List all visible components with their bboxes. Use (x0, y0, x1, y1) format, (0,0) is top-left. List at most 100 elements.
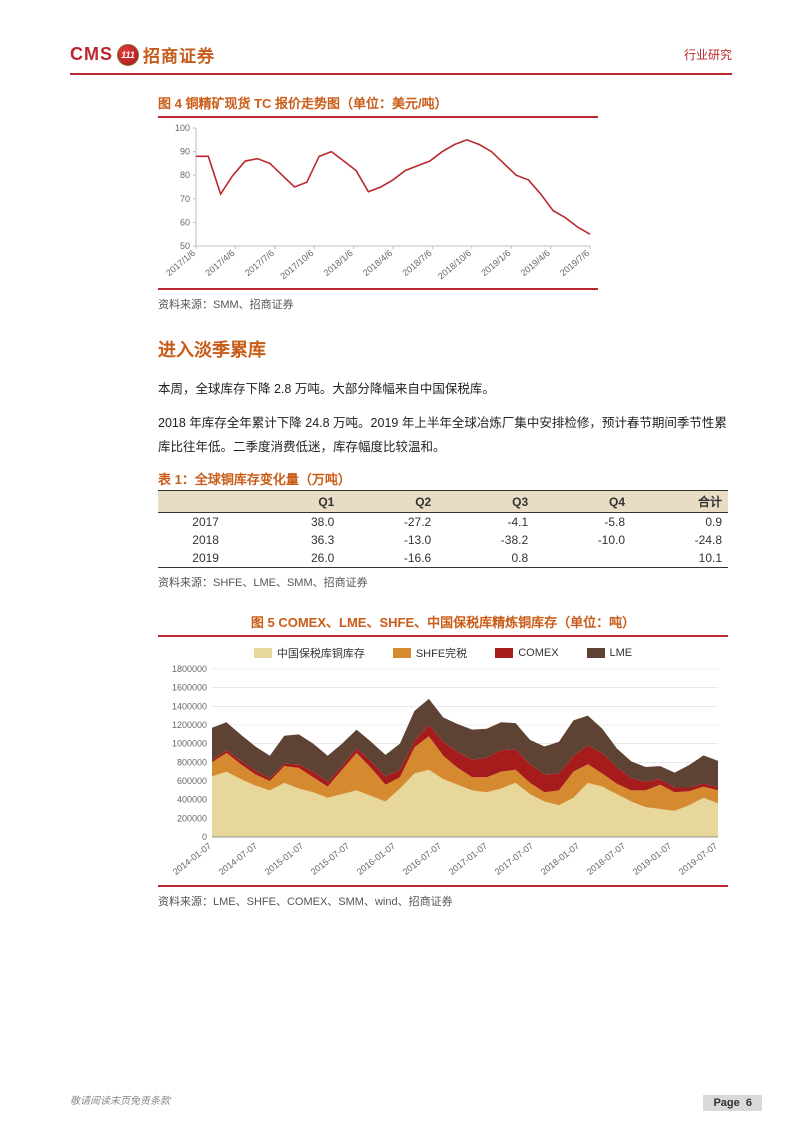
fig4-title-prefix: 图 4 (158, 96, 185, 111)
table-cell: 26.0 (253, 549, 340, 568)
table1-title: 表 1：全球铜库存变化量（万吨） (158, 469, 732, 488)
table-cell: 0.9 (631, 513, 728, 532)
page-label: Page (713, 1097, 739, 1109)
table-cell: -4.1 (437, 513, 534, 532)
svg-text:2017/4/6: 2017/4/6 (203, 248, 236, 278)
svg-text:400000: 400000 (177, 795, 207, 805)
table-header-cell: Q2 (340, 491, 437, 513)
svg-text:800000: 800000 (177, 758, 207, 768)
svg-text:2017-07-07: 2017-07-07 (493, 841, 535, 877)
svg-text:2015-01-07: 2015-01-07 (263, 841, 305, 877)
fig5-bottom-rule (158, 885, 728, 887)
table-cell: -13.0 (340, 531, 437, 549)
header-category: 行业研究 (684, 46, 732, 63)
svg-text:2015-07-07: 2015-07-07 (309, 841, 351, 877)
table-cell (534, 549, 631, 568)
table1-title-prefix: 表 1： (158, 472, 195, 487)
fig4-svg: 50607080901002017/1/62017/4/62017/7/6201… (158, 118, 598, 288)
table-header-cell: Q1 (253, 491, 340, 513)
fig4-source: 资料来源：SMM、招商证券 (158, 296, 732, 312)
legend-item: SHFE完税 (393, 645, 467, 661)
svg-text:100: 100 (175, 123, 190, 133)
fig5-title: 图 5 COMEX、LME、SHFE、中国保税库精炼铜库存（单位：吨） (158, 612, 728, 631)
legend-item: COMEX (495, 645, 558, 661)
fig4-title-text: 铜精矿现货 TC 报价走势图（单位：美元/吨） (185, 96, 447, 111)
svg-text:1600000: 1600000 (172, 683, 207, 693)
legend-label: SHFE完税 (416, 645, 467, 661)
table-cell: 38.0 (253, 513, 340, 532)
svg-text:2019-01-07: 2019-01-07 (631, 841, 673, 877)
table-body: 201738.0-27.2-4.1-5.80.9201836.3-13.0-38… (158, 513, 728, 568)
svg-text:2018-01-07: 2018-01-07 (539, 841, 581, 877)
table-row: 201836.3-13.0-38.2-10.0-24.8 (158, 531, 728, 549)
table-cell: 0.8 (437, 549, 534, 568)
fig4-title: 图 4 铜精矿现货 TC 报价走势图（单位：美元/吨） (158, 93, 732, 112)
logo-text-cn: 招商证券 (143, 42, 215, 67)
fig4-bottom-rule (158, 288, 598, 290)
svg-text:2019-07-07: 2019-07-07 (677, 841, 719, 877)
page-header: CMS 111 招商证券 行业研究 (70, 42, 732, 75)
legend-label: 中国保税库铜库存 (277, 645, 365, 661)
table-cell: -16.6 (340, 549, 437, 568)
svg-text:2014-01-07: 2014-01-07 (171, 841, 213, 877)
svg-text:2017-01-07: 2017-01-07 (447, 841, 489, 877)
svg-text:2017/10/6: 2017/10/6 (278, 248, 315, 281)
svg-text:80: 80 (180, 170, 190, 180)
svg-text:2018/4/6: 2018/4/6 (361, 248, 394, 278)
svg-text:2017/1/6: 2017/1/6 (164, 248, 197, 278)
svg-text:1000000: 1000000 (172, 739, 207, 749)
svg-text:2018/7/6: 2018/7/6 (400, 248, 433, 278)
para-2: 2018 年库存全年累计下降 24.8 万吨。2019 年上半年全球冶炼厂集中安… (158, 412, 728, 460)
svg-text:1200000: 1200000 (172, 720, 207, 730)
svg-text:1800000: 1800000 (172, 665, 207, 674)
table-row: 201738.0-27.2-4.1-5.80.9 (158, 513, 728, 532)
table-cell: 10.1 (631, 549, 728, 568)
fig4-chart: 50607080901002017/1/62017/4/62017/7/6201… (158, 116, 598, 290)
table-row: 201926.0-16.60.8 10.1 (158, 549, 728, 568)
table1-title-text: 全球铜库存变化量（万吨） (195, 472, 351, 487)
fig5-title-text: COMEX、LME、SHFE、中国保税库精炼铜库存（单位：吨） (278, 615, 635, 630)
fig5-svg: 0200000400000600000800000100000012000001… (158, 665, 728, 885)
svg-text:2019/1/6: 2019/1/6 (479, 248, 512, 278)
footer-disclaimer: 敬请阅读末页免责条款 (70, 1092, 170, 1107)
svg-text:200000: 200000 (177, 814, 207, 824)
table-header-cell (158, 491, 253, 513)
svg-text:2016-07-07: 2016-07-07 (401, 841, 443, 877)
legend-swatch-icon (587, 648, 605, 658)
fig5-source: 资料来源：LME、SHFE、COMEX、SMM、wind、招商证券 (158, 893, 732, 909)
table1: Q1Q2Q3Q4合计 201738.0-27.2-4.1-5.80.920183… (158, 490, 728, 568)
table-cell: -5.8 (534, 513, 631, 532)
svg-text:2017/7/6: 2017/7/6 (243, 248, 276, 278)
table-cell: 2017 (158, 513, 253, 532)
svg-text:90: 90 (180, 147, 190, 157)
fig5-legend: 中国保税库铜库存 SHFE完税 COMEX LME (158, 637, 728, 665)
logo-area: CMS 111 招商证券 (70, 42, 215, 67)
svg-text:600000: 600000 (177, 776, 207, 786)
svg-text:2014-07-07: 2014-07-07 (217, 841, 259, 877)
table1-source: 资料来源：SHFE、LME、SMM、招商证券 (158, 574, 732, 590)
svg-text:2019/4/6: 2019/4/6 (519, 248, 552, 278)
table-cell: 2018 (158, 531, 253, 549)
legend-swatch-icon (495, 648, 513, 658)
fig5-title-prefix: 图 5 (251, 615, 278, 630)
table-cell: -10.0 (534, 531, 631, 549)
svg-text:60: 60 (180, 217, 190, 227)
table-cell: -24.8 (631, 531, 728, 549)
table-cell: -38.2 (437, 531, 534, 549)
legend-item: LME (587, 645, 633, 661)
para-1: 本周，全球库存下降 2.8 万吨。大部分降幅来自中国保税库。 (158, 378, 728, 402)
svg-text:70: 70 (180, 194, 190, 204)
page-number: Page 6 (703, 1095, 762, 1111)
svg-text:2016-01-07: 2016-01-07 (355, 841, 397, 877)
svg-text:2018/10/6: 2018/10/6 (436, 248, 473, 281)
table-header-cell: 合计 (631, 491, 728, 513)
legend-item: 中国保税库铜库存 (254, 645, 365, 661)
logo-text-en: CMS (70, 44, 113, 65)
inventory-table: Q1Q2Q3Q4合计 201738.0-27.2-4.1-5.80.920183… (158, 490, 728, 568)
legend-swatch-icon (393, 648, 411, 658)
table-cell: 2019 (158, 549, 253, 568)
page-num: 6 (746, 1097, 752, 1109)
svg-text:2018/1/6: 2018/1/6 (322, 248, 355, 278)
svg-text:2018-07-07: 2018-07-07 (585, 841, 627, 877)
svg-text:2019/7/6: 2019/7/6 (558, 248, 591, 278)
